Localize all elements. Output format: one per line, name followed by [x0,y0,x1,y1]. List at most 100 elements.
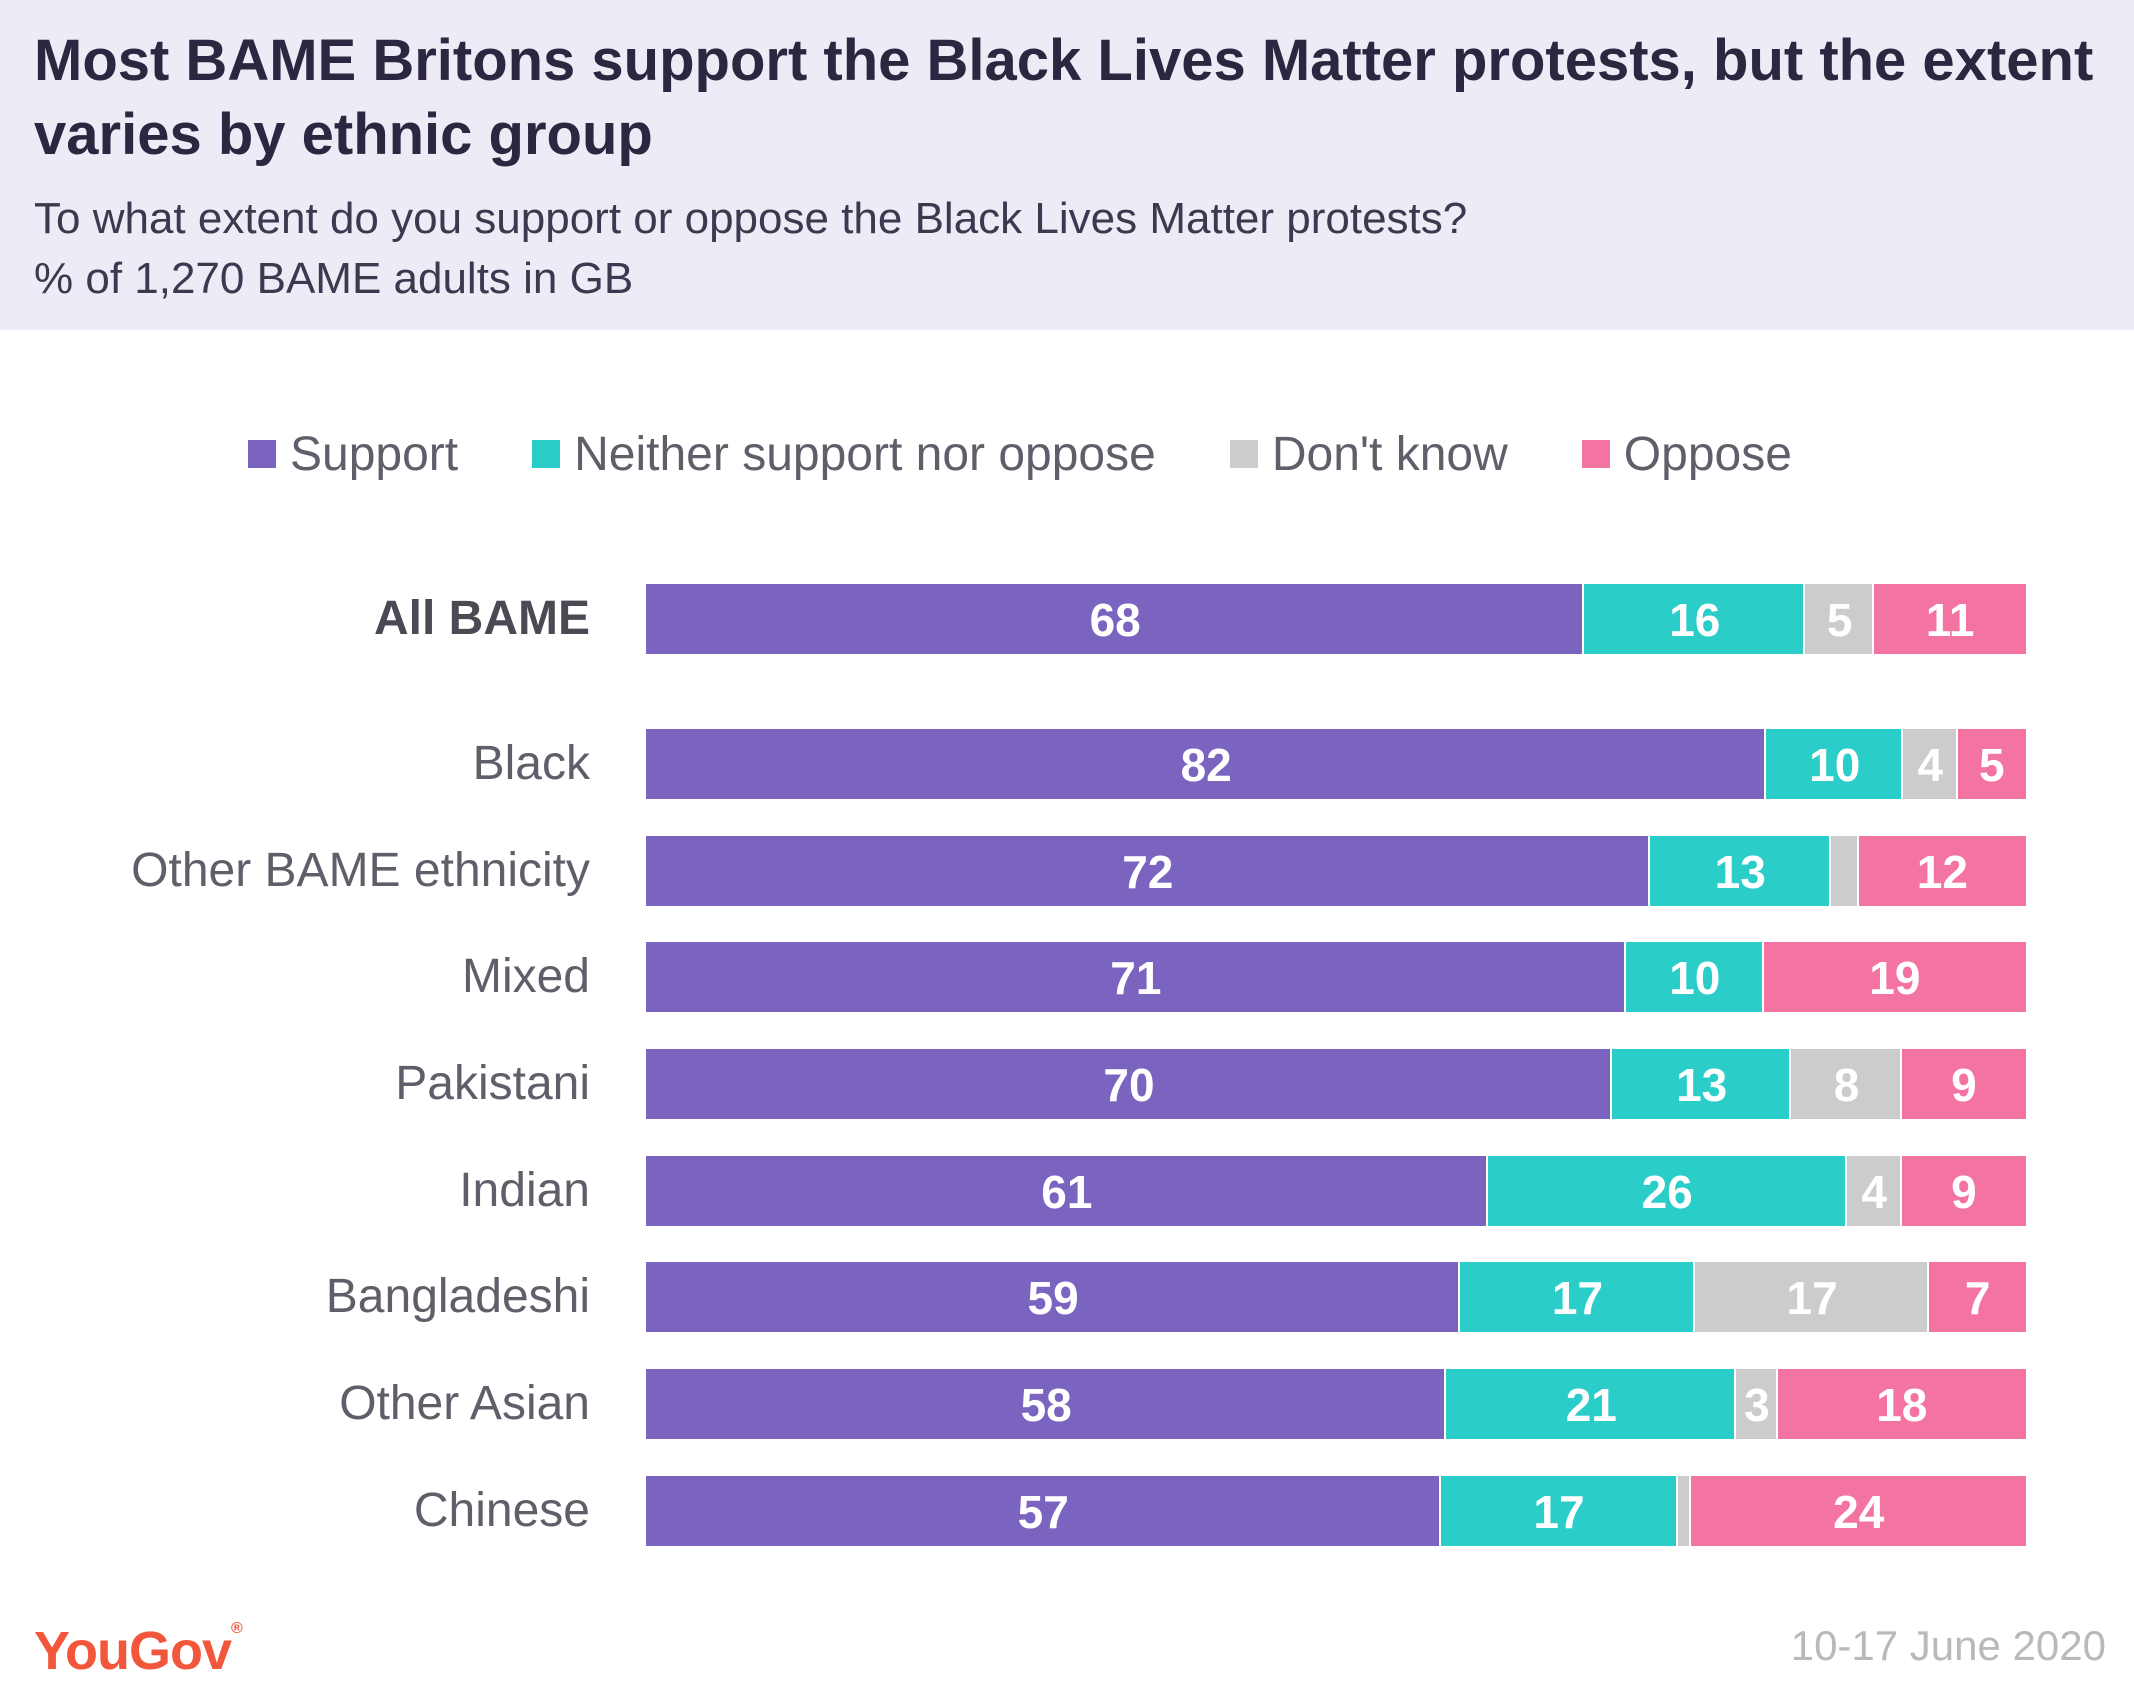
data-label-oppose: 18 [1876,1379,1928,1431]
data-label-neither-support-nor-oppose: 16 [1669,594,1721,646]
data-label-don-t-know: 8 [1833,1059,1860,1111]
data-label-neither-support-nor-oppose: 21 [1565,1379,1617,1431]
legend-label: Support [290,427,459,481]
bar-segment-don-t-know [1791,1049,1902,1119]
data-label-don-t-know: 17 [1786,1272,1838,1324]
bar-segment-don-t-know [1903,729,1958,799]
category-label-indian: Indian [459,1164,590,1217]
yougov-logo: YouGov® [34,1620,243,1681]
data-label-support: 68 [1089,594,1141,646]
category-label-bangladeshi: Bangladeshi [325,1270,590,1323]
data-label-oppose: 9 [1951,1059,1977,1111]
bar-segment-neither-support-nor-oppose [1584,584,1806,654]
bar-segment-oppose [1691,1476,2026,1546]
bar-segment-support [646,1369,1447,1439]
category-label-mixed: Mixed [461,950,590,1003]
bar-segment-support [646,1049,1612,1119]
data-label-oppose: 12 [1916,846,1968,898]
bar-segment-neither-support-nor-oppose [1487,1156,1847,1226]
data-label-support: 70 [1103,1059,1155,1111]
data-label-don-t-know: 5 [1826,594,1853,646]
data-label-oppose: 9 [1951,1166,1977,1218]
legend-label: Don't know [1271,427,1508,481]
legend-item-neither-support-nor-oppose: Neither support nor oppose [532,427,1156,482]
bar-segment-neither-support-nor-oppose [1649,836,1831,906]
data-label-oppose: 7 [1964,1272,1991,1324]
data-label-oppose: 24 [1833,1486,1885,1538]
chart-subtitle: To what extent do you support or oppose … [34,194,1468,243]
legend-item-oppose: Oppose [1581,427,1792,482]
data-label-support: 57 [1017,1486,1069,1538]
bar-segment-support [646,1156,1488,1226]
chart-legend: Support Neither support nor oppose Don't k… [248,424,1866,484]
legend-item-support: Support [248,427,458,482]
data-label-don-t-know: 4 [1917,739,1944,791]
bar-row-pakistani: 70 13 8 9 [646,1049,2026,1119]
bar-segment-don-t-know [1694,1262,1930,1332]
data-label-don-t-know: 3 [1744,1379,1770,1431]
bar-segment-support [646,1262,1461,1332]
bar-row-black: 82 10 4 5 [646,729,2026,799]
category-label-other-bame-ethnicity: Other BAME ethnicity [131,844,590,897]
bar-segment-oppose [1957,729,2026,799]
data-label-neither-support-nor-oppose: 26 [1641,1166,1693,1218]
data-label-oppose: 19 [1869,952,1921,1004]
bar-segment-neither-support-nor-oppose [1446,1369,1737,1439]
bar-segment-oppose [1858,836,2026,906]
bar-row-all-bame: 68 16 5 11 [646,584,2026,654]
category-label-all-bame: All BAME [374,592,590,645]
category-label-other-asian: Other Asian [339,1377,590,1430]
chart-title: Most BAME Britons support the Black Live… [34,28,2094,167]
sample-note: % of 1,270 BAME adults in GB [34,254,634,303]
bar-segment-neither-support-nor-oppose [1766,729,1904,799]
data-label-oppose: 11 [1925,594,1975,646]
bar-row-other-bame-ethnicity: 72 13 12 [646,836,2026,906]
bar-row-indian: 61 26 4 9 [646,1156,2026,1226]
data-label-support: 58 [1020,1379,1072,1431]
legend-item-don-t-know: Don't know [1229,427,1508,482]
bar-segment-oppose [1901,1156,2026,1226]
data-label-oppose: 5 [1979,739,2005,791]
legend-swatch [532,440,561,468]
data-label-neither-support-nor-oppose: 10 [1669,952,1721,1004]
data-label-support: 71 [1110,952,1162,1004]
chart-header: Most BAME Britons support the Black Live… [0,0,2134,330]
bar-segment-neither-support-nor-oppose [1625,942,1764,1012]
bar-segment-support [646,836,1650,906]
bar-segment-don-t-know [1805,584,1875,654]
bar-segment-neither-support-nor-oppose [1612,1049,1792,1119]
bar-segment-support [646,584,1585,654]
data-label-neither-support-nor-oppose: 10 [1809,739,1861,791]
data-label-neither-support-nor-oppose: 17 [1533,1486,1585,1538]
data-label-neither-support-nor-oppose: 13 [1714,846,1766,898]
bar-segment-oppose [1763,942,2026,1012]
legend-swatch [1229,440,1258,468]
category-label-pakistani: Pakistani [395,1057,590,1110]
bar-segment-neither-support-nor-oppose [1440,1476,1678,1546]
bar-segment-oppose [1929,1262,2026,1332]
legend-label: Oppose [1623,427,1792,481]
data-label-neither-support-nor-oppose: 17 [1551,1272,1604,1324]
bar-segment-support [646,729,1767,799]
category-label-black: Black [472,737,590,790]
bar-segment-oppose [1901,1049,2026,1119]
legend-swatch [1581,440,1610,468]
bar-segment-don-t-know [1677,1476,1692,1546]
data-label-support: 72 [1122,846,1174,898]
bar-row-chinese: 57 17 24 [646,1476,2026,1546]
bar-segment-oppose [1874,584,2026,654]
legend-swatch [248,440,276,468]
bar-segment-don-t-know [1846,1156,1902,1226]
legend-label: Neither support nor oppose [574,427,1156,481]
bar-segment-neither-support-nor-oppose [1460,1262,1695,1332]
data-label-support: 61 [1041,1166,1093,1218]
data-label-neither-support-nor-oppose: 13 [1676,1059,1728,1111]
bar-segment-oppose [1777,1369,2026,1439]
bar-segment-don-t-know [1736,1369,1778,1439]
bar-row-mixed: 71 10 19 [646,942,2026,1012]
category-label-chinese: Chinese [413,1484,590,1537]
data-label-support: 82 [1180,739,1232,791]
data-label-don-t-know: 4 [1861,1166,1887,1218]
bar-segment-support [646,1476,1441,1546]
bar-segment-don-t-know [1830,836,1859,906]
